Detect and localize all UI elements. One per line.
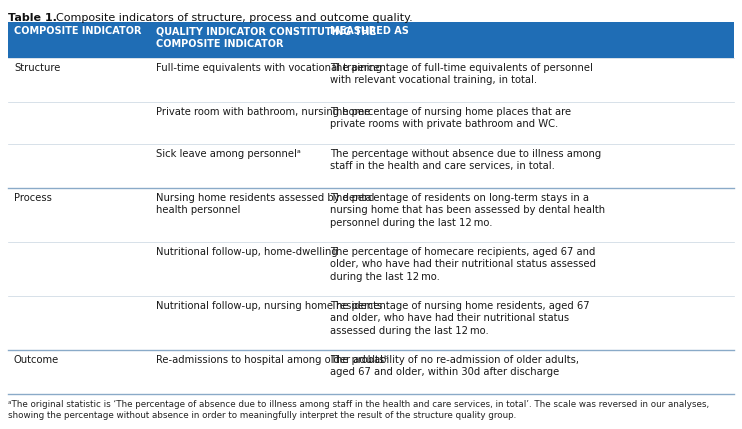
Text: Private room with bathroom, nursing home: Private room with bathroom, nursing home: [156, 107, 370, 117]
Bar: [8, 144, 734, 188]
Text: Structure: Structure: [14, 63, 60, 73]
Text: Outcome: Outcome: [14, 355, 59, 365]
Text: COMPOSITE INDICATOR: COMPOSITE INDICATOR: [14, 26, 142, 36]
Bar: [8, 58, 734, 102]
Text: Table 1.: Table 1.: [8, 13, 57, 23]
Text: The percentage without absence due to illness among
staff in the health and care: The percentage without absence due to il…: [329, 149, 601, 172]
Text: The probability of no re-admission of older adults,
aged 67 and older, within 30: The probability of no re-admission of ol…: [329, 355, 579, 378]
Bar: [8, 296, 734, 350]
Text: MEASURED AS: MEASURED AS: [329, 26, 409, 36]
Bar: [8, 102, 734, 144]
Bar: [8, 350, 734, 394]
Bar: [8, 188, 734, 242]
Text: The percentage of full-time equivalents of personnel
with relevant vocational tr: The percentage of full-time equivalents …: [329, 63, 593, 85]
Bar: [8, 22, 734, 58]
Text: Nutritional follow-up, nursing home residents: Nutritional follow-up, nursing home resi…: [156, 301, 382, 311]
Text: ᵃThe original statistic is ‘The percentage of absence due to illness among staff: ᵃThe original statistic is ‘The percenta…: [8, 400, 709, 420]
Text: Nutritional follow-up, home-dwelling: Nutritional follow-up, home-dwelling: [156, 247, 338, 257]
Bar: [8, 242, 734, 296]
Text: Composite indicators of structure, process and outcome quality.: Composite indicators of structure, proce…: [49, 13, 413, 23]
Text: Nursing home residents assessed by dental
health personnel: Nursing home residents assessed by denta…: [156, 193, 374, 215]
Text: The percentage of residents on long-term stays in a
nursing home that has been a: The percentage of residents on long-term…: [329, 193, 605, 228]
Text: The percentage of nursing home places that are
private rooms with private bathro: The percentage of nursing home places th…: [329, 107, 571, 130]
Text: QUALITY INDICATOR CONSTITUTING THE
COMPOSITE INDICATOR: QUALITY INDICATOR CONSTITUTING THE COMPO…: [156, 26, 375, 49]
Text: Sick leave among personnelᵃ: Sick leave among personnelᵃ: [156, 149, 301, 159]
Text: Re-admissions to hospital among older adultsᵇ: Re-admissions to hospital among older ad…: [156, 355, 388, 365]
Text: The percentage of nursing home residents, aged 67
and older, who have had their : The percentage of nursing home residents…: [329, 301, 589, 336]
Text: Full-time equivalents with vocational training: Full-time equivalents with vocational tr…: [156, 63, 381, 73]
Text: The percentage of homecare recipients, aged 67 and
older, who have had their nut: The percentage of homecare recipients, a…: [329, 247, 596, 282]
Text: Process: Process: [14, 193, 52, 203]
